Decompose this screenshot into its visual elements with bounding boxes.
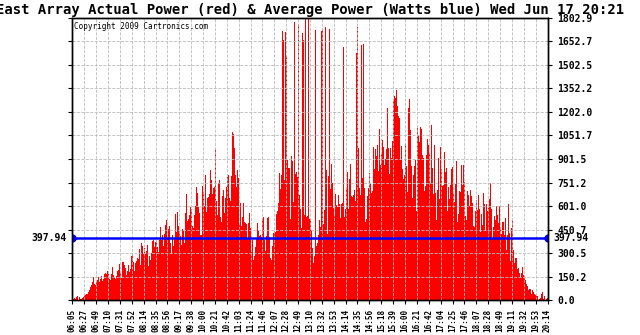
Title: East Array Actual Power (red) & Average Power (Watts blue) Wed Jun 17 20:21: East Array Actual Power (red) & Average …: [0, 3, 624, 17]
Text: 397.94: 397.94: [553, 233, 588, 243]
Text: Copyright 2009 Cartronics.com: Copyright 2009 Cartronics.com: [74, 22, 208, 31]
Text: 397.94: 397.94: [32, 233, 67, 243]
